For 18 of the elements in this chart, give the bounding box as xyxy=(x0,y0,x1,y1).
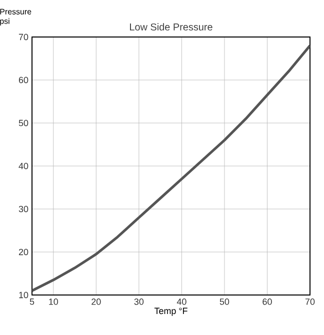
x-tick-label: 40 xyxy=(176,298,186,305)
x-tick-label: 30 xyxy=(134,298,144,305)
x-tick-label: 60 xyxy=(262,298,272,305)
chart-title: Low Side Pressure xyxy=(130,23,212,30)
y-tick-label: 30 xyxy=(18,206,28,212)
y-tick-label: 40 xyxy=(18,162,28,170)
line-series xyxy=(32,44,310,292)
x-tick-label: 20 xyxy=(92,298,101,305)
x-tick-label: 70 xyxy=(305,298,315,305)
x-tick-label: 50 xyxy=(220,298,230,305)
x-tick-label: 10 xyxy=(49,298,58,305)
y-tick-label: 20 xyxy=(18,248,28,256)
y-tick-label: 70 xyxy=(18,34,28,40)
x-axis-title: Temp °F xyxy=(154,308,188,316)
x-tick-label: 5 xyxy=(30,298,34,305)
y-tick-label: 50 xyxy=(18,120,28,126)
y-tick-label: 10 xyxy=(19,292,28,298)
y-tick-label: 60 xyxy=(18,76,28,84)
